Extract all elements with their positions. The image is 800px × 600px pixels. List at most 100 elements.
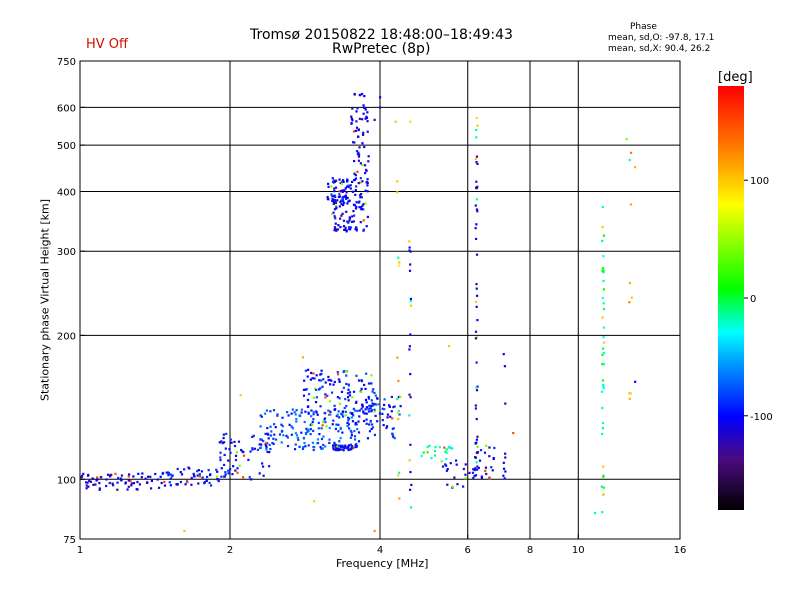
data-point: [504, 452, 507, 455]
data-point: [176, 483, 179, 486]
data-point: [367, 397, 371, 400]
data-point: [376, 397, 379, 400]
data-point: [475, 336, 479, 339]
data-point: [364, 171, 367, 175]
data-point: [347, 419, 350, 422]
data-point: [188, 467, 191, 470]
data-point: [357, 182, 360, 185]
data-point: [365, 412, 368, 415]
data-point: [229, 468, 232, 471]
data-point: [361, 142, 364, 145]
data-point: [357, 201, 361, 204]
data-point: [373, 408, 376, 411]
data-point: [236, 471, 239, 474]
data-point: [260, 438, 263, 442]
data-point: [367, 155, 370, 158]
data-point: [265, 444, 268, 448]
data-point: [290, 425, 293, 428]
data-point: [267, 433, 270, 436]
data-point: [294, 443, 297, 446]
data-point: [293, 448, 297, 451]
data-point: [348, 394, 352, 397]
data-point: [475, 155, 479, 158]
data-point: [397, 474, 400, 477]
data-point: [475, 417, 478, 421]
data-point: [269, 410, 272, 413]
data-point: [340, 202, 343, 206]
data-point: [444, 464, 448, 467]
data-point: [337, 410, 340, 413]
data-point: [328, 441, 331, 445]
data-point: [332, 419, 335, 422]
data-point: [286, 436, 289, 439]
x-tick-label: 2: [227, 545, 233, 556]
data-point: [334, 445, 337, 448]
data-point: [302, 388, 306, 391]
data-point: [409, 333, 412, 336]
data-point: [331, 212, 334, 216]
data-point: [163, 480, 166, 484]
data-point: [602, 493, 605, 496]
data-point: [376, 420, 379, 423]
data-point: [342, 200, 345, 203]
data-point: [205, 479, 208, 482]
data-point: [229, 438, 232, 441]
data-point: [161, 472, 164, 475]
data-point: [169, 484, 172, 487]
data-point: [315, 410, 318, 413]
data-point: [602, 302, 605, 305]
data-point: [348, 199, 351, 202]
data-point: [602, 234, 606, 237]
data-point: [334, 201, 337, 204]
data-point: [398, 471, 401, 474]
data-point: [367, 395, 370, 399]
data-point: [408, 393, 411, 396]
data-point: [190, 476, 193, 480]
data-point: [344, 414, 347, 417]
data-point: [350, 115, 353, 118]
data-point: [365, 418, 368, 421]
data-point: [341, 212, 344, 215]
data-point: [170, 475, 174, 478]
data-point: [338, 190, 341, 193]
data-point: [360, 379, 363, 382]
data-point: [282, 434, 285, 437]
data-point: [333, 448, 336, 451]
data-point: [303, 420, 306, 424]
data-point: [331, 423, 334, 426]
data-point: [307, 393, 311, 396]
data-point: [336, 228, 340, 231]
data-point: [353, 435, 357, 438]
data-point: [251, 448, 254, 451]
data-point: [304, 410, 307, 413]
data-point: [224, 473, 227, 476]
data-point: [373, 118, 376, 122]
data-point: [397, 395, 401, 399]
data-point: [355, 445, 358, 448]
data-point: [295, 420, 298, 423]
data-point: [628, 301, 631, 304]
data-point: [347, 423, 351, 426]
data-point: [392, 406, 395, 409]
data-point: [359, 177, 362, 180]
x-tick-label: 8: [527, 545, 533, 556]
data-point: [149, 487, 153, 490]
data-point: [127, 475, 130, 478]
data-point: [364, 108, 367, 111]
data-point: [111, 482, 114, 485]
data-point: [307, 444, 310, 447]
data-point: [329, 413, 332, 416]
data-point: [475, 161, 478, 164]
data-point: [307, 428, 310, 431]
data-point: [339, 217, 342, 220]
data-point: [474, 330, 478, 333]
data-point: [352, 210, 355, 213]
data-point: [345, 382, 348, 386]
data-point: [398, 264, 401, 267]
data-point: [479, 449, 483, 452]
data-point: [336, 413, 339, 416]
data-point: [119, 477, 123, 480]
data-point: [354, 226, 358, 229]
data-point: [350, 220, 354, 223]
data-point: [338, 193, 341, 196]
